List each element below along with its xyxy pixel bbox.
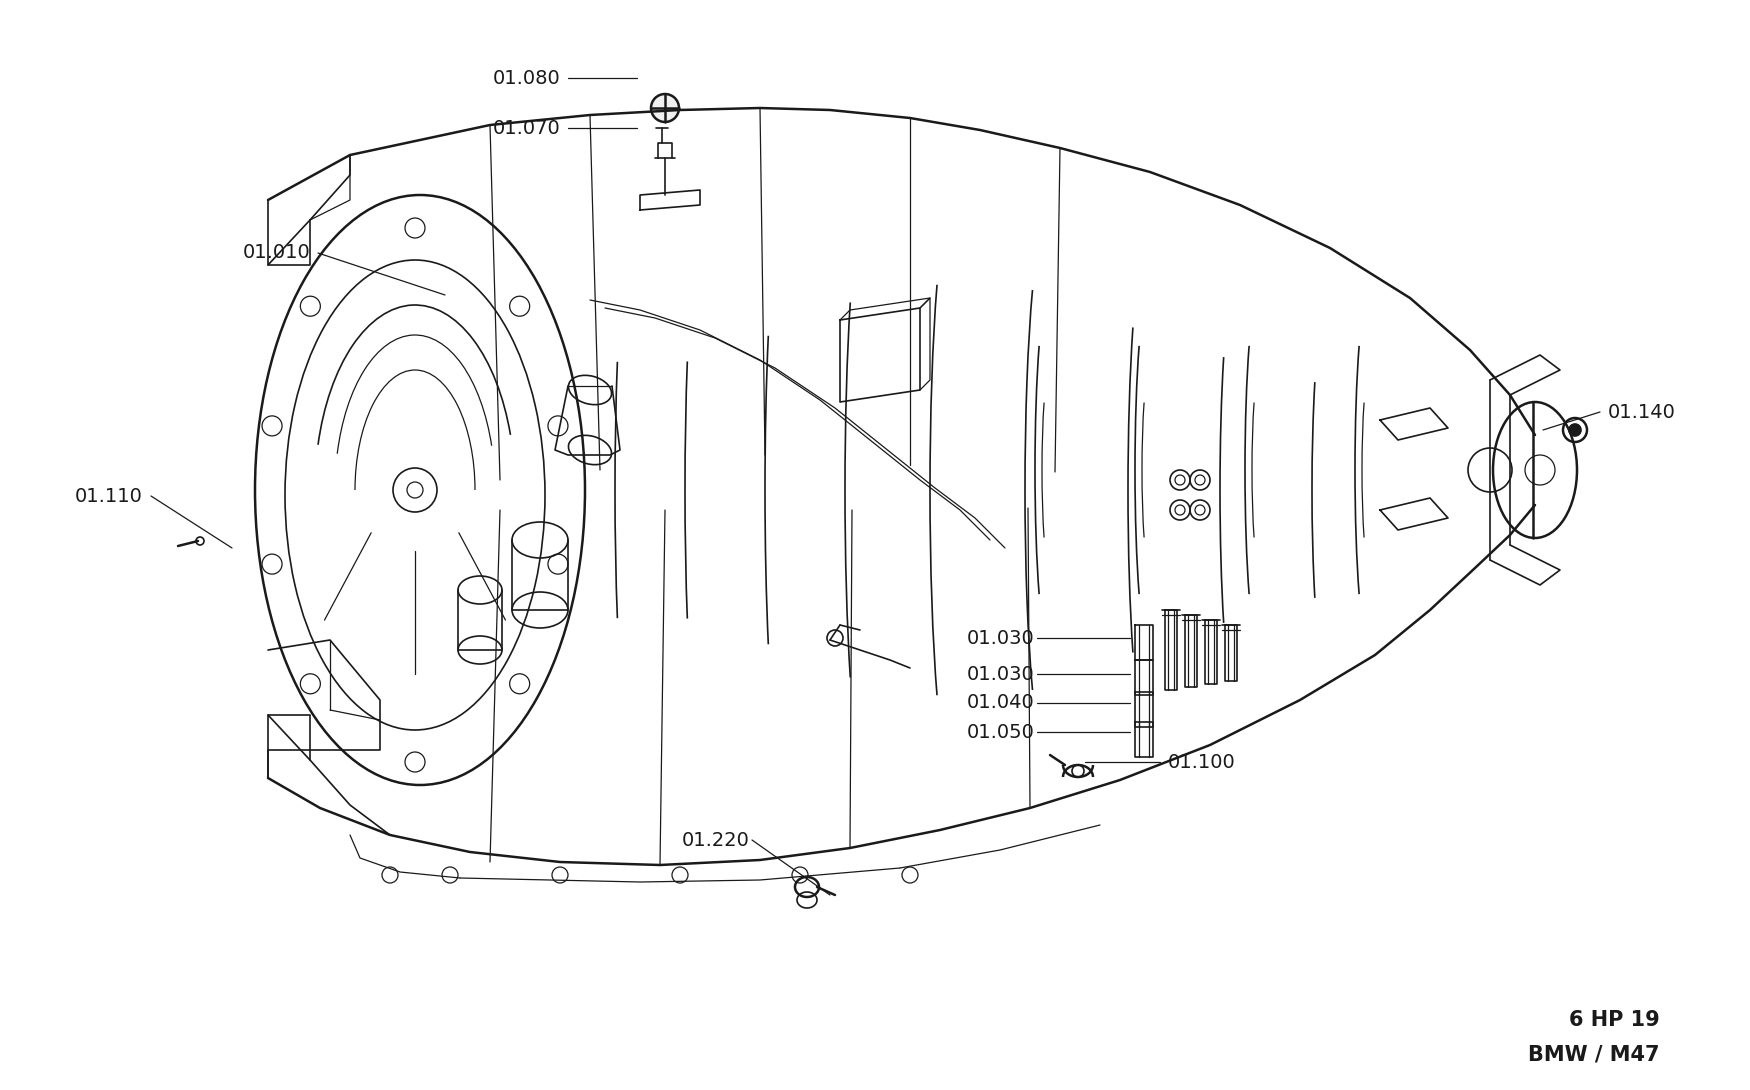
Text: 01.220: 01.220 bbox=[682, 831, 751, 849]
Text: 01.050: 01.050 bbox=[968, 723, 1034, 741]
Text: 6 HP 19: 6 HP 19 bbox=[1570, 1010, 1661, 1030]
Circle shape bbox=[651, 94, 679, 122]
Text: BMW / M47: BMW / M47 bbox=[1528, 1045, 1661, 1065]
Text: 01.030: 01.030 bbox=[968, 629, 1034, 647]
Text: 01.100: 01.100 bbox=[1167, 752, 1235, 772]
Text: 01.080: 01.080 bbox=[492, 69, 560, 87]
Text: 01.010: 01.010 bbox=[242, 243, 310, 263]
Circle shape bbox=[1570, 424, 1580, 436]
Text: 01.030: 01.030 bbox=[968, 665, 1034, 683]
Text: 01.140: 01.140 bbox=[1608, 402, 1676, 422]
Text: 01.070: 01.070 bbox=[492, 119, 560, 137]
Text: 01.110: 01.110 bbox=[75, 486, 144, 506]
Text: 01.040: 01.040 bbox=[968, 693, 1034, 713]
